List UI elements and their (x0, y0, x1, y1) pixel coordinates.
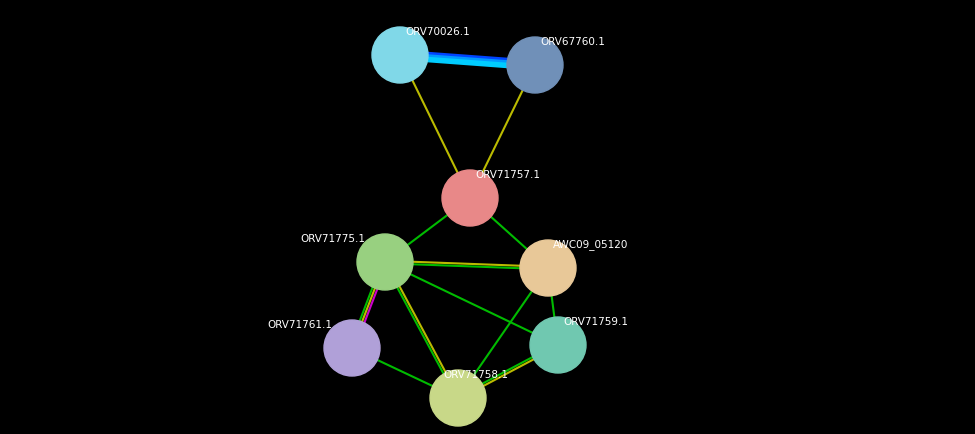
Text: ORV71757.1: ORV71757.1 (475, 170, 540, 180)
Text: ORV67760.1: ORV67760.1 (540, 37, 604, 47)
Text: ORV71758.1: ORV71758.1 (443, 370, 508, 380)
Circle shape (530, 317, 586, 373)
Circle shape (324, 320, 380, 376)
Text: ORV71759.1: ORV71759.1 (563, 317, 628, 327)
Text: ORV71761.1: ORV71761.1 (267, 320, 332, 330)
Circle shape (442, 170, 498, 226)
Circle shape (520, 240, 576, 296)
Circle shape (372, 27, 428, 83)
Text: AWC09_05120: AWC09_05120 (553, 239, 628, 250)
Circle shape (507, 37, 563, 93)
Circle shape (357, 234, 413, 290)
Circle shape (430, 370, 486, 426)
Text: ORV71775.1: ORV71775.1 (300, 234, 365, 244)
Text: ORV70026.1: ORV70026.1 (405, 27, 470, 37)
